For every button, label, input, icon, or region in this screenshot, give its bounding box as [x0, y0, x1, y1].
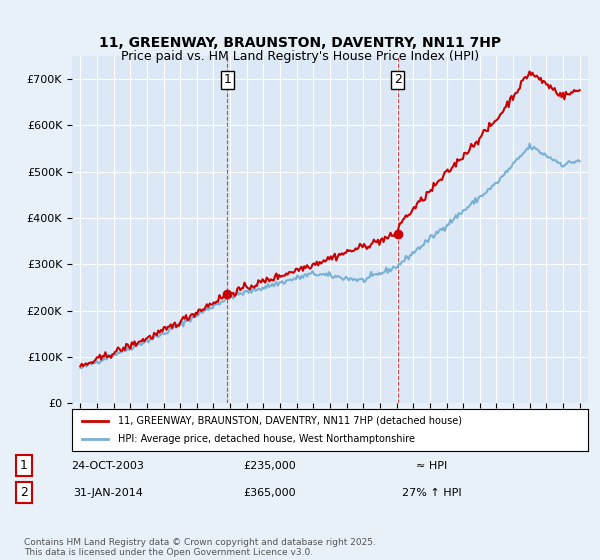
- Text: 27% ↑ HPI: 27% ↑ HPI: [402, 488, 462, 498]
- Text: ≈ HPI: ≈ HPI: [416, 461, 448, 471]
- Text: 24-OCT-2003: 24-OCT-2003: [71, 461, 145, 471]
- Text: £365,000: £365,000: [244, 488, 296, 498]
- Text: 1: 1: [223, 73, 231, 86]
- Text: 1: 1: [20, 459, 28, 472]
- Text: 2: 2: [394, 73, 402, 86]
- Text: Price paid vs. HM Land Registry's House Price Index (HPI): Price paid vs. HM Land Registry's House …: [121, 50, 479, 63]
- Text: 11, GREENWAY, BRAUNSTON, DAVENTRY, NN11 7HP (detached house): 11, GREENWAY, BRAUNSTON, DAVENTRY, NN11 …: [118, 416, 463, 426]
- Text: HPI: Average price, detached house, West Northamptonshire: HPI: Average price, detached house, West…: [118, 434, 415, 444]
- Text: 11, GREENWAY, BRAUNSTON, DAVENTRY, NN11 7HP: 11, GREENWAY, BRAUNSTON, DAVENTRY, NN11 …: [99, 36, 501, 50]
- Text: 31-JAN-2014: 31-JAN-2014: [73, 488, 143, 498]
- Text: 2: 2: [20, 486, 28, 499]
- Text: £235,000: £235,000: [244, 461, 296, 471]
- Text: Contains HM Land Registry data © Crown copyright and database right 2025.
This d: Contains HM Land Registry data © Crown c…: [24, 538, 376, 557]
